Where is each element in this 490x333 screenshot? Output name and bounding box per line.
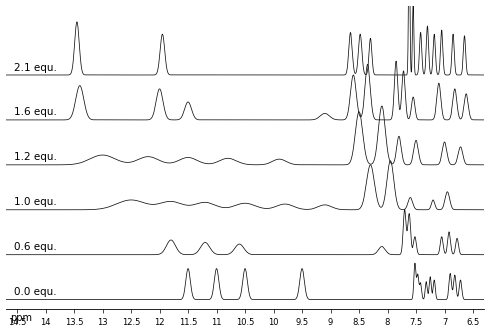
- Text: 1.2 equ.: 1.2 equ.: [14, 153, 57, 163]
- Text: 2.1 equ.: 2.1 equ.: [14, 63, 57, 73]
- Text: 1.0 equ.: 1.0 equ.: [14, 197, 57, 207]
- Text: 0.0 equ.: 0.0 equ.: [14, 287, 57, 297]
- Text: 1.6 equ.: 1.6 equ.: [14, 108, 57, 118]
- Text: 0.6 equ.: 0.6 equ.: [14, 242, 57, 252]
- Text: ppm: ppm: [10, 313, 32, 323]
